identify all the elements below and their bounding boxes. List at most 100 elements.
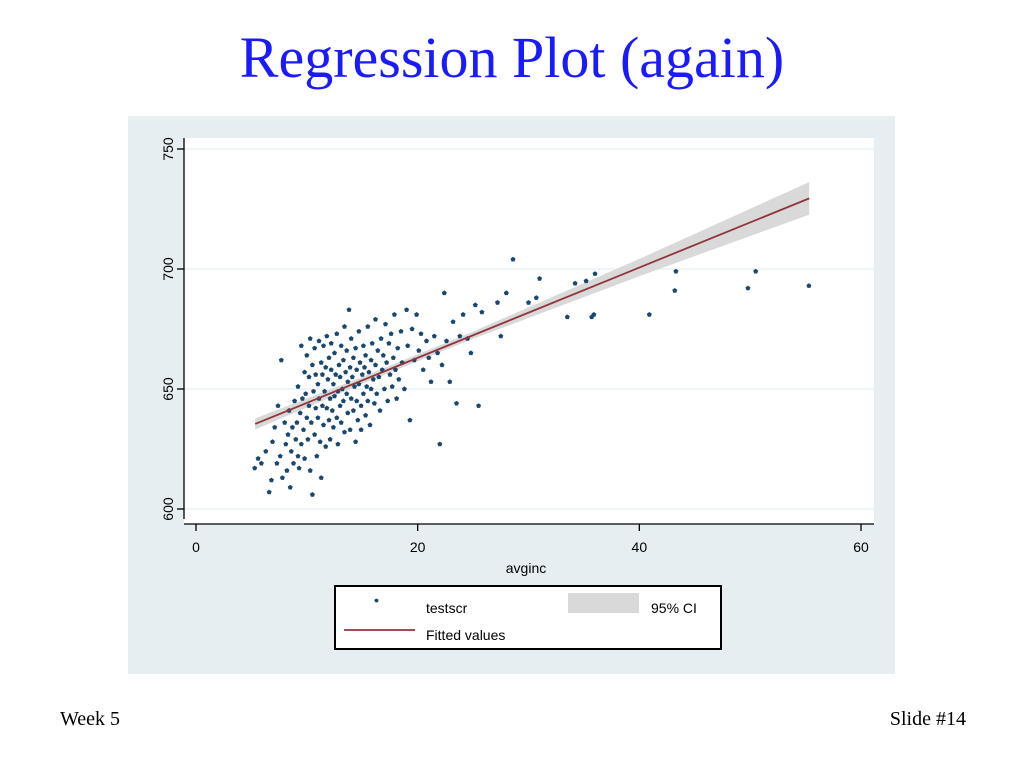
scatter-point-140 — [377, 408, 383, 413]
scatter-point-134 — [371, 400, 377, 406]
scatter-point-197 — [572, 280, 578, 286]
scatter-point-107 — [350, 355, 356, 360]
scatter-point-206 — [753, 268, 759, 274]
scatter-point-186 — [472, 302, 478, 308]
scatter-point-42 — [307, 468, 313, 473]
scatter-point-108 — [352, 384, 357, 389]
scatter-point-79 — [332, 393, 337, 399]
scatter-point-158 — [398, 328, 404, 334]
scatter-point-31 — [299, 396, 305, 401]
scatter-point-36 — [304, 415, 310, 420]
scatter-point-127 — [365, 324, 371, 329]
scatter-point-54 — [316, 338, 322, 344]
y-tick-label-700: 700 — [160, 257, 176, 281]
scatter-point-111 — [354, 398, 360, 404]
scatter-point-44 — [309, 362, 315, 368]
scatter-point-178 — [444, 338, 449, 344]
scatter-point-103 — [348, 396, 354, 401]
scatter-point-93 — [342, 324, 347, 329]
scatter-point-128 — [366, 369, 372, 375]
scatter-point-182 — [457, 333, 463, 339]
scatter-point-71 — [327, 396, 333, 401]
scatter-point-56 — [317, 439, 323, 444]
legend-ci-swatch — [568, 593, 639, 613]
scatter-point-0 — [252, 465, 258, 471]
scatter-point-64 — [323, 444, 329, 449]
scatter-point-29 — [298, 343, 304, 348]
scatter-point-77 — [330, 424, 336, 430]
scatter-point-123 — [363, 412, 369, 418]
scatter-point-18 — [287, 484, 293, 490]
scatter-point-9 — [275, 403, 281, 408]
scatter-point-185 — [468, 350, 474, 356]
legend-ci-label: 95% CI — [651, 600, 697, 616]
slide-title: Regression Plot (again) — [239, 25, 785, 90]
scatter-point-157 — [396, 376, 402, 382]
scatter-point-139 — [376, 374, 382, 380]
legend-box — [334, 585, 722, 650]
scatter-point-98 — [345, 410, 351, 416]
scatter-point-205 — [745, 285, 751, 291]
scatter-point-94 — [342, 429, 347, 435]
scatter-point-47 — [312, 432, 318, 437]
scatter-point-149 — [387, 372, 393, 377]
scatter-point-152 — [390, 355, 396, 360]
scatter-point-40 — [306, 403, 312, 408]
grid-lines — [184, 148, 874, 510]
scatter-point-201 — [592, 271, 598, 276]
scatter-point-131 — [368, 386, 374, 392]
scatter-point-168 — [418, 331, 424, 336]
scatter-point-35 — [303, 391, 309, 396]
scatter-point-61 — [321, 422, 326, 428]
scatter-point-144 — [381, 386, 387, 392]
scatter-point-72 — [327, 436, 333, 442]
scatter-point-112 — [354, 367, 360, 372]
scatter-point-204 — [673, 268, 679, 274]
scatter-point-171 — [426, 355, 432, 360]
legend-fit-label: Fitted values — [426, 627, 505, 643]
x-tick-label-40: 40 — [632, 539, 648, 555]
scatter-point-175 — [437, 441, 443, 447]
scatter-point-105 — [349, 374, 355, 380]
scatter-point-189 — [495, 300, 500, 305]
scatter-point-8 — [274, 460, 280, 466]
scatter-point-146 — [384, 360, 390, 365]
legend-testscr-label: testscr — [426, 600, 468, 616]
footer-slide-number: Slide #14 — [889, 708, 966, 730]
scatter-point-81 — [334, 415, 340, 420]
scatter-point-121 — [360, 391, 366, 396]
scatter-point-104 — [348, 336, 354, 341]
scatter-point-190 — [498, 333, 504, 339]
scatter-point-100 — [346, 307, 352, 312]
scatter-point-135 — [373, 316, 378, 322]
scatter-point-48 — [312, 345, 318, 351]
scatter-point-109 — [353, 439, 359, 444]
scatter-point-155 — [394, 396, 400, 401]
scatter-point-66 — [324, 405, 330, 411]
scatter-point-89 — [338, 420, 344, 425]
scatter-point-192 — [510, 256, 516, 262]
plot-area — [184, 138, 874, 524]
scatter-point-30 — [298, 441, 304, 447]
scatter-point-183 — [460, 312, 466, 317]
scatter-point-28 — [297, 410, 303, 416]
scatter-point-7 — [272, 424, 278, 430]
scatter-point-4 — [266, 489, 272, 495]
scatter-point-132 — [369, 340, 375, 346]
scatter-point-130 — [368, 357, 374, 363]
scatter-point-25 — [295, 384, 301, 389]
scatter-point-80 — [333, 372, 339, 377]
scatter-point-187 — [476, 403, 482, 408]
scatter-point-51 — [314, 453, 320, 459]
scatter-point-75 — [329, 408, 335, 413]
scatter-point-200 — [591, 312, 597, 317]
scatter-point-195 — [537, 276, 543, 281]
scatter-point-97 — [344, 348, 350, 353]
scatter-point-27 — [296, 465, 302, 471]
scatter-point-151 — [389, 384, 395, 389]
scatter-point-22 — [292, 398, 298, 404]
scatter-point-53 — [315, 415, 321, 420]
scatter-point-113 — [355, 417, 361, 423]
scatter-point-181 — [454, 400, 459, 406]
scatter-point-133 — [370, 376, 376, 382]
